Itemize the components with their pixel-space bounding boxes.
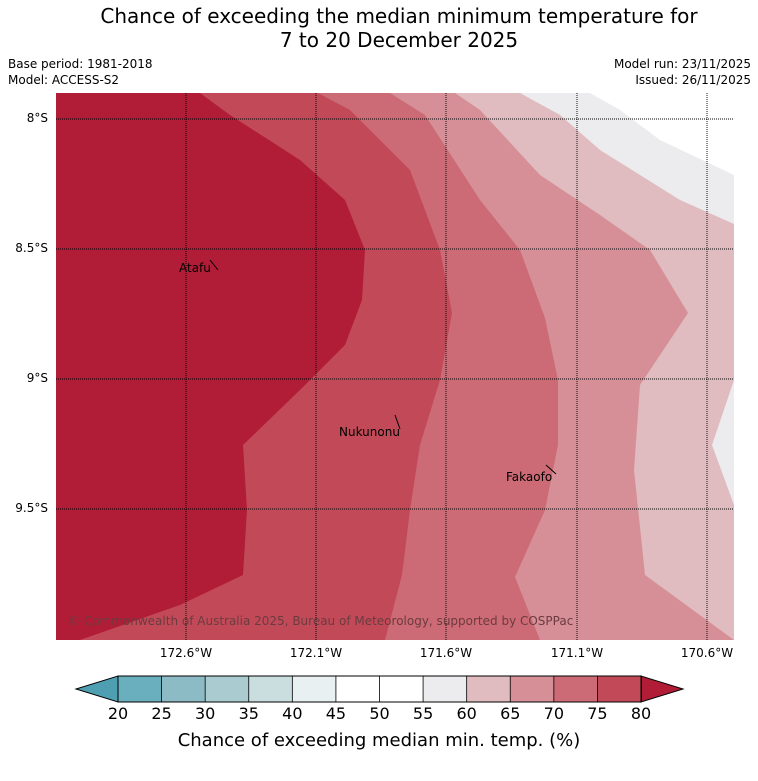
colorbar-tick-label: 55	[412, 704, 434, 723]
colorbar-tick-label: 70	[543, 704, 565, 723]
title-line-2: 7 to 20 December 2025	[279, 28, 519, 52]
colorbar-tick-label: 50	[369, 704, 390, 723]
colorbar-tick-label: 75	[587, 704, 608, 723]
model-name: Model: ACCESS-S2	[8, 73, 120, 87]
fakaofo-marker	[545, 464, 557, 475]
meta-left: Base period: 1981-2018 Model: ACCESS-S2	[8, 56, 153, 88]
graticule	[56, 93, 734, 640]
lon-label-172-1: 172.1°W	[289, 646, 343, 660]
colorbar-tick-label: 20	[107, 704, 129, 723]
lon-label-171-6: 171.6°W	[419, 646, 473, 660]
band-55-60-east	[712, 380, 734, 505]
place-nukunonu: Nukunonu	[339, 425, 400, 439]
map-title: Chance of exceeding the median minimum t…	[0, 4, 758, 52]
meta-right: Model run: 23/11/2025 Issued: 26/11/2025	[614, 56, 751, 88]
colorbar-tick-label: 45	[325, 704, 347, 723]
colorbar-cells	[117, 675, 642, 703]
title-line-1: Chance of exceeding the median minimum t…	[100, 4, 698, 28]
place-atafu: Atafu	[179, 261, 211, 275]
colorbar-cell	[248, 675, 294, 703]
colorbar-tick-label: 80	[630, 704, 652, 723]
colorbar-cell	[161, 675, 207, 703]
lat-label-9-5: 9.5°S	[15, 501, 48, 515]
lon-label-170-6: 170.6°W	[680, 646, 734, 660]
colorbar-over-arrow	[640, 675, 685, 703]
band-50-55	[590, 93, 734, 175]
lat-label-8-5: 8.5°S	[15, 241, 48, 255]
model-run: Model run: 23/11/2025	[613, 57, 751, 71]
colorbar-tick-label: 35	[238, 704, 259, 723]
colorbar-cell	[422, 675, 468, 703]
place-fakaofo: Fakaofo	[506, 470, 553, 484]
lon-label-171-1: 171.1°W	[550, 646, 604, 660]
nukunonu-marker	[394, 414, 401, 430]
colorbar-cell	[117, 675, 163, 703]
colorbar-under-arrow	[74, 675, 119, 703]
colorbar-cell	[466, 675, 512, 703]
colorbar-label: Chance of exceeding median min. temp. (%…	[177, 730, 581, 751]
lat-label-8: 8°S	[26, 111, 48, 125]
lon-label-172-6: 172.6°W	[159, 646, 213, 660]
band-above-80	[56, 93, 365, 640]
atafu-marker	[209, 259, 219, 271]
base-period: Base period: 1981-2018	[8, 57, 153, 71]
lat-label-9: 9°S	[26, 371, 48, 385]
colorbar-tick-label: 60	[456, 704, 477, 723]
colorbar-outline	[117, 675, 642, 703]
colorbar-cell	[335, 675, 381, 703]
copyright-notice: © Commonwealth of Australia 2025, Bureau…	[68, 614, 574, 628]
issued-date: Issued: 26/11/2025	[635, 73, 751, 87]
colorbar-tick-label: 40	[282, 704, 303, 723]
colorbar-tick-label: 25	[151, 704, 172, 723]
colorbar-cell	[597, 675, 642, 703]
colorbar-cell	[379, 675, 424, 703]
colorbar-cell	[509, 675, 555, 703]
colorbar-tick-label: 65	[500, 704, 521, 723]
place-markers	[209, 259, 557, 475]
colorbar-cell	[204, 675, 250, 703]
colorbar-tick-label: 30	[194, 704, 216, 723]
colorbar-cell	[553, 675, 599, 703]
colorbar-cell	[291, 675, 337, 703]
